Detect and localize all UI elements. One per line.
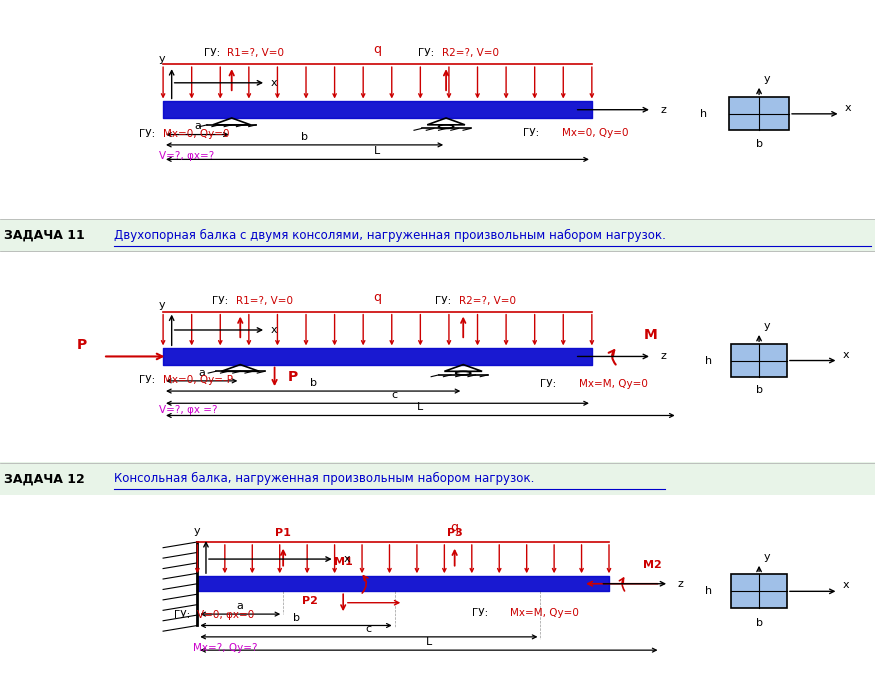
Text: P: P bbox=[76, 338, 87, 353]
Text: x: x bbox=[843, 350, 850, 359]
Text: b: b bbox=[301, 132, 308, 141]
Text: y: y bbox=[193, 526, 200, 536]
Text: R2=?, V=0: R2=?, V=0 bbox=[442, 48, 499, 58]
Text: y: y bbox=[159, 55, 165, 64]
Text: c: c bbox=[366, 624, 372, 634]
Bar bbox=[732, 344, 787, 377]
Text: b: b bbox=[310, 378, 317, 388]
Text: ГУ:: ГУ: bbox=[204, 48, 223, 58]
Bar bbox=[729, 97, 789, 130]
Text: ГУ:: ГУ: bbox=[139, 375, 159, 385]
Text: z: z bbox=[661, 105, 667, 115]
Text: y: y bbox=[763, 321, 770, 331]
Text: ЗАДАЧА 12: ЗАДАЧА 12 bbox=[4, 473, 85, 485]
Text: z: z bbox=[661, 351, 667, 362]
Text: Mx=0, Qy=-P: Mx=0, Qy=-P bbox=[163, 375, 233, 385]
Text: a: a bbox=[199, 368, 205, 378]
Text: L: L bbox=[374, 146, 381, 156]
Text: q: q bbox=[374, 290, 382, 304]
Text: h: h bbox=[704, 355, 712, 366]
Text: R2=?, V=0: R2=?, V=0 bbox=[459, 295, 516, 306]
Text: h: h bbox=[704, 586, 712, 596]
Text: b: b bbox=[292, 613, 299, 622]
Text: a: a bbox=[237, 601, 244, 611]
Text: z: z bbox=[677, 579, 683, 589]
Text: Консольная балка, нагруженная произвольным набором нагрузок.: Консольная балка, нагруженная произвольн… bbox=[114, 473, 534, 485]
Text: R1=?, V=0: R1=?, V=0 bbox=[236, 295, 293, 306]
Text: x: x bbox=[343, 554, 350, 564]
Text: q: q bbox=[451, 522, 458, 534]
Text: q: q bbox=[374, 43, 382, 56]
Text: x: x bbox=[843, 580, 850, 591]
Text: M2: M2 bbox=[642, 560, 662, 571]
Text: L: L bbox=[426, 638, 432, 647]
Text: P1: P1 bbox=[276, 529, 291, 538]
Text: y: y bbox=[763, 552, 770, 562]
Text: Двухопорная балка с двумя консолями, нагруженная произвольным набором нагрузок.: Двухопорная балка с двумя консолями, наг… bbox=[114, 229, 666, 242]
Text: M1: M1 bbox=[333, 557, 353, 566]
Text: b: b bbox=[756, 385, 763, 395]
Text: ГУ:: ГУ: bbox=[435, 295, 455, 306]
Text: Mx=M, Qy=0: Mx=M, Qy=0 bbox=[510, 609, 579, 618]
Text: ГУ:: ГУ: bbox=[418, 48, 438, 58]
Text: x: x bbox=[270, 325, 276, 335]
Text: Mx=M, Qy=0: Mx=M, Qy=0 bbox=[579, 379, 648, 389]
Text: P: P bbox=[287, 370, 298, 384]
Text: ГУ:: ГУ: bbox=[213, 295, 232, 306]
Text: V=?, φx =?: V=?, φx =? bbox=[159, 405, 217, 415]
Text: V=?, φx=?: V=?, φx=? bbox=[159, 151, 214, 161]
Text: Mx=0, Qy=0: Mx=0, Qy=0 bbox=[163, 129, 229, 139]
Text: ГУ:: ГУ: bbox=[541, 379, 560, 389]
Bar bbox=[732, 574, 787, 609]
Text: b: b bbox=[756, 139, 763, 148]
Text: L: L bbox=[417, 402, 424, 413]
Text: V=0, φx=0: V=0, φx=0 bbox=[198, 610, 255, 620]
Text: x: x bbox=[845, 103, 851, 112]
Text: x: x bbox=[270, 78, 276, 88]
Text: Mx=0, Qy=0: Mx=0, Qy=0 bbox=[562, 128, 628, 138]
Text: R1=?, V=0: R1=?, V=0 bbox=[228, 48, 284, 58]
Text: ЗАДАЧА 11: ЗАДАЧА 11 bbox=[4, 229, 85, 242]
Text: b: b bbox=[756, 618, 763, 628]
Text: M: M bbox=[643, 328, 657, 342]
Text: y: y bbox=[159, 299, 165, 310]
Text: ГУ:: ГУ: bbox=[173, 610, 193, 620]
Text: c: c bbox=[392, 391, 398, 400]
Text: P2: P2 bbox=[302, 596, 318, 606]
Text: ГУ:: ГУ: bbox=[472, 609, 491, 618]
Text: ГУ:: ГУ: bbox=[139, 129, 159, 139]
Text: y: y bbox=[763, 74, 770, 83]
Text: Mx=?, Qy=?: Mx=?, Qy=? bbox=[193, 642, 257, 653]
Text: P3: P3 bbox=[447, 529, 463, 538]
Text: a: a bbox=[194, 121, 201, 131]
Text: h: h bbox=[701, 109, 708, 119]
Text: ГУ:: ГУ: bbox=[523, 128, 542, 138]
